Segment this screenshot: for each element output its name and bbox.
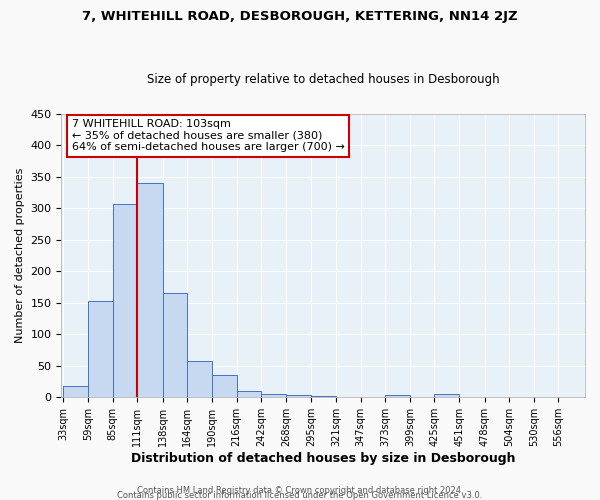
- Bar: [311, 396, 336, 398]
- Bar: [361, 396, 385, 398]
- Bar: [212, 376, 236, 398]
- Bar: [137, 183, 163, 398]
- Bar: [88, 301, 113, 398]
- Bar: [385, 396, 410, 398]
- Bar: [187, 362, 212, 398]
- Bar: [410, 396, 434, 398]
- Bar: [163, 294, 187, 398]
- Text: Contains HM Land Registry data © Crown copyright and database right 2024.: Contains HM Land Registry data © Crown c…: [137, 486, 463, 495]
- X-axis label: Distribution of detached houses by size in Desborough: Distribution of detached houses by size …: [131, 452, 515, 465]
- Text: Contains public sector information licensed under the Open Government Licence v3: Contains public sector information licen…: [118, 491, 482, 500]
- Text: 7, WHITEHILL ROAD, DESBOROUGH, KETTERING, NN14 2JZ: 7, WHITEHILL ROAD, DESBOROUGH, KETTERING…: [82, 10, 518, 23]
- Title: Size of property relative to detached houses in Desborough: Size of property relative to detached ho…: [147, 73, 500, 86]
- Bar: [336, 396, 361, 398]
- Bar: [236, 391, 261, 398]
- Y-axis label: Number of detached properties: Number of detached properties: [15, 168, 25, 343]
- Bar: [434, 394, 459, 398]
- Bar: [63, 386, 88, 398]
- Bar: [261, 394, 286, 398]
- Text: 7 WHITEHILL ROAD: 103sqm
← 35% of detached houses are smaller (380)
64% of semi-: 7 WHITEHILL ROAD: 103sqm ← 35% of detach…: [72, 119, 345, 152]
- Bar: [113, 204, 137, 398]
- Bar: [286, 395, 311, 398]
